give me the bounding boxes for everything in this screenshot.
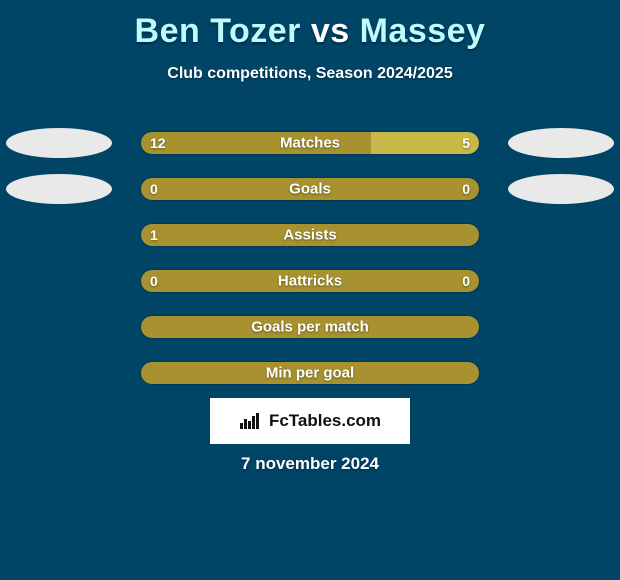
stat-row: 00Hattricks: [0, 258, 620, 304]
title-player-b: Massey: [360, 12, 486, 50]
branding-badge: FcTables.com: [210, 398, 410, 444]
stat-value-right: 0: [462, 181, 470, 197]
stat-row: 125Matches: [0, 120, 620, 166]
player-b-badge: [508, 174, 614, 204]
title-vs: vs: [311, 12, 350, 50]
stat-bar-track: [140, 223, 480, 247]
stat-value-left: 12: [150, 135, 166, 151]
stat-bar-left: [141, 270, 310, 292]
stat-bar-left: [141, 362, 479, 384]
page-title: Ben Tozer vs Massey: [0, 0, 620, 51]
stat-value-right: 5: [462, 135, 470, 151]
stat-row: 1Assists: [0, 212, 620, 258]
stat-row: Goals per match: [0, 304, 620, 350]
stat-value-left: 0: [150, 181, 158, 197]
stat-bar-track: [140, 177, 480, 201]
date-line: 7 november 2024: [0, 454, 620, 474]
stat-bar-track: [140, 269, 480, 293]
branding-text: FcTables.com: [269, 411, 381, 431]
stat-value-left: 0: [150, 273, 158, 289]
player-a-badge: [6, 174, 112, 204]
stat-bar-track: [140, 315, 480, 339]
stat-bar-left: [141, 132, 371, 154]
stat-bar-track: [140, 131, 480, 155]
stat-bar-left: [141, 178, 310, 200]
stat-value-left: 1: [150, 227, 158, 243]
player-a-badge: [6, 128, 112, 158]
title-player-a: Ben Tozer: [135, 12, 301, 50]
page-subtitle: Club competitions, Season 2024/2025: [0, 65, 620, 83]
stat-bar-right: [310, 270, 479, 292]
stat-bar-left: [141, 224, 479, 246]
stat-row: 00Goals: [0, 166, 620, 212]
bars-icon: [239, 411, 263, 431]
stat-bar-left: [141, 316, 479, 338]
stat-bar-right: [310, 178, 479, 200]
player-b-badge: [508, 128, 614, 158]
stat-row: Min per goal: [0, 350, 620, 396]
stat-bar-track: [140, 361, 480, 385]
stat-value-right: 0: [462, 273, 470, 289]
comparison-chart: 125Matches00Goals1Assists00HattricksGoal…: [0, 120, 620, 396]
